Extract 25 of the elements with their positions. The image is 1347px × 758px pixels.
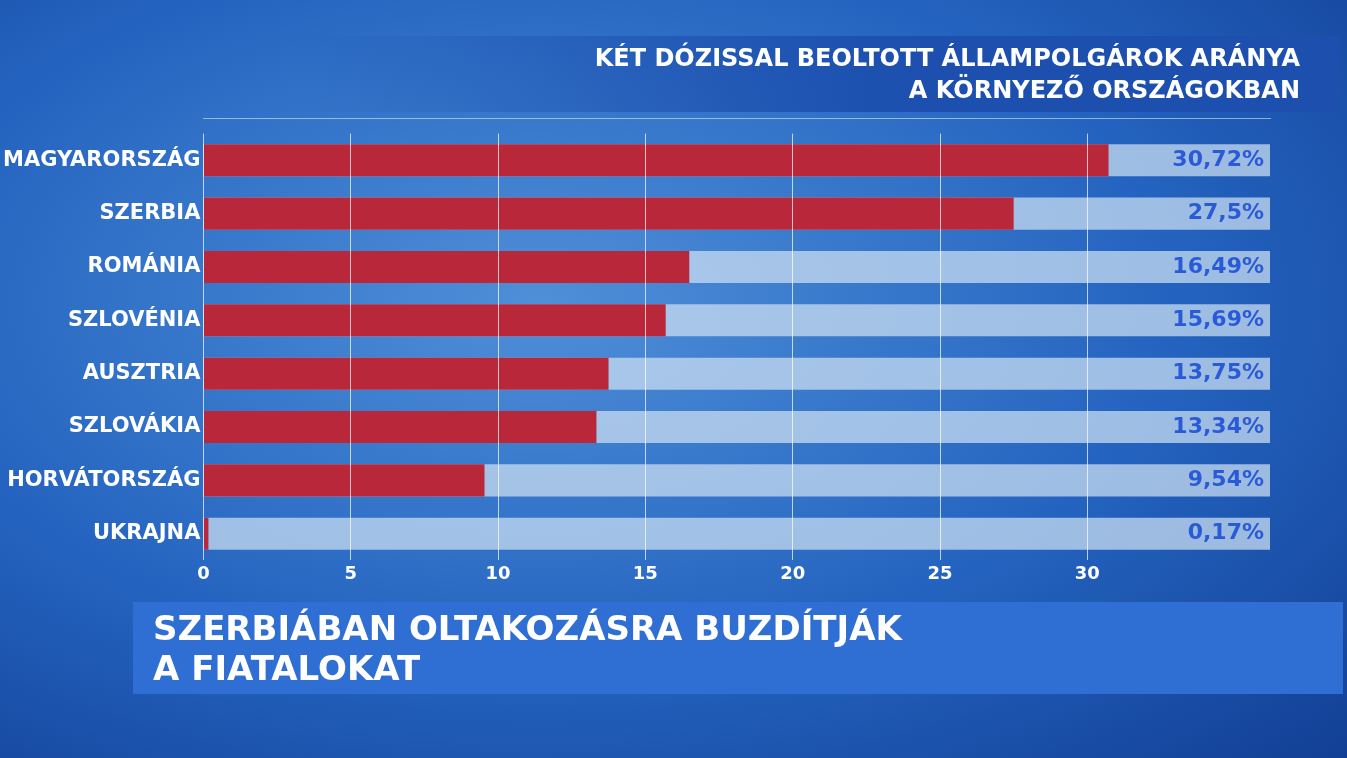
y-tick-label: SZLOVÁKIA [68,412,202,438]
x-tick-label: 30 [1074,561,1100,583]
text: SZERBIÁBAN OLTAKOZÁSRA BUZDÍTJÁK A FIATALOKAT [153,608,904,688]
x-tick-label: 5 [344,561,357,583]
data-label: 30,72% [1172,145,1264,171]
data-label: 15,69% [1172,306,1264,332]
x-tick-label: 0 [197,561,210,583]
x-tick-label: 20 [780,561,806,583]
data-label: 27,5% [1187,199,1264,225]
data-label: 16,49% [1172,252,1264,278]
data-label: 0,17% [1187,519,1264,545]
y-tick-label: MAGYARORSZÁG [2,145,201,171]
x-tick-label: 15 [632,561,658,583]
x-tick-label: 10 [485,561,511,583]
y-tick-label: ROMÁNIA [87,252,202,278]
y-tick-label: HORVÁTORSZÁG [7,465,201,491]
y-tick-label: AUSZTRIA [82,360,202,385]
chart-title: KÉT DÓZISSAL BEOLTOTT ÁLLAMPOLGÁROK ARÁNYA A KÖRNYEZŐ ORSZÁGOKBAN [593,42,1300,106]
x-tick-label: 25 [927,561,953,583]
data-label: 13,75% [1172,359,1264,385]
y-tick-label: UKRAJNA [93,520,202,545]
y-tick-label: SZLOVÉNIA [67,305,202,331]
data-label: 13,34% [1172,412,1264,438]
data-label: 9,54% [1187,466,1264,492]
y-tick-label: SZERBIA [99,200,202,225]
